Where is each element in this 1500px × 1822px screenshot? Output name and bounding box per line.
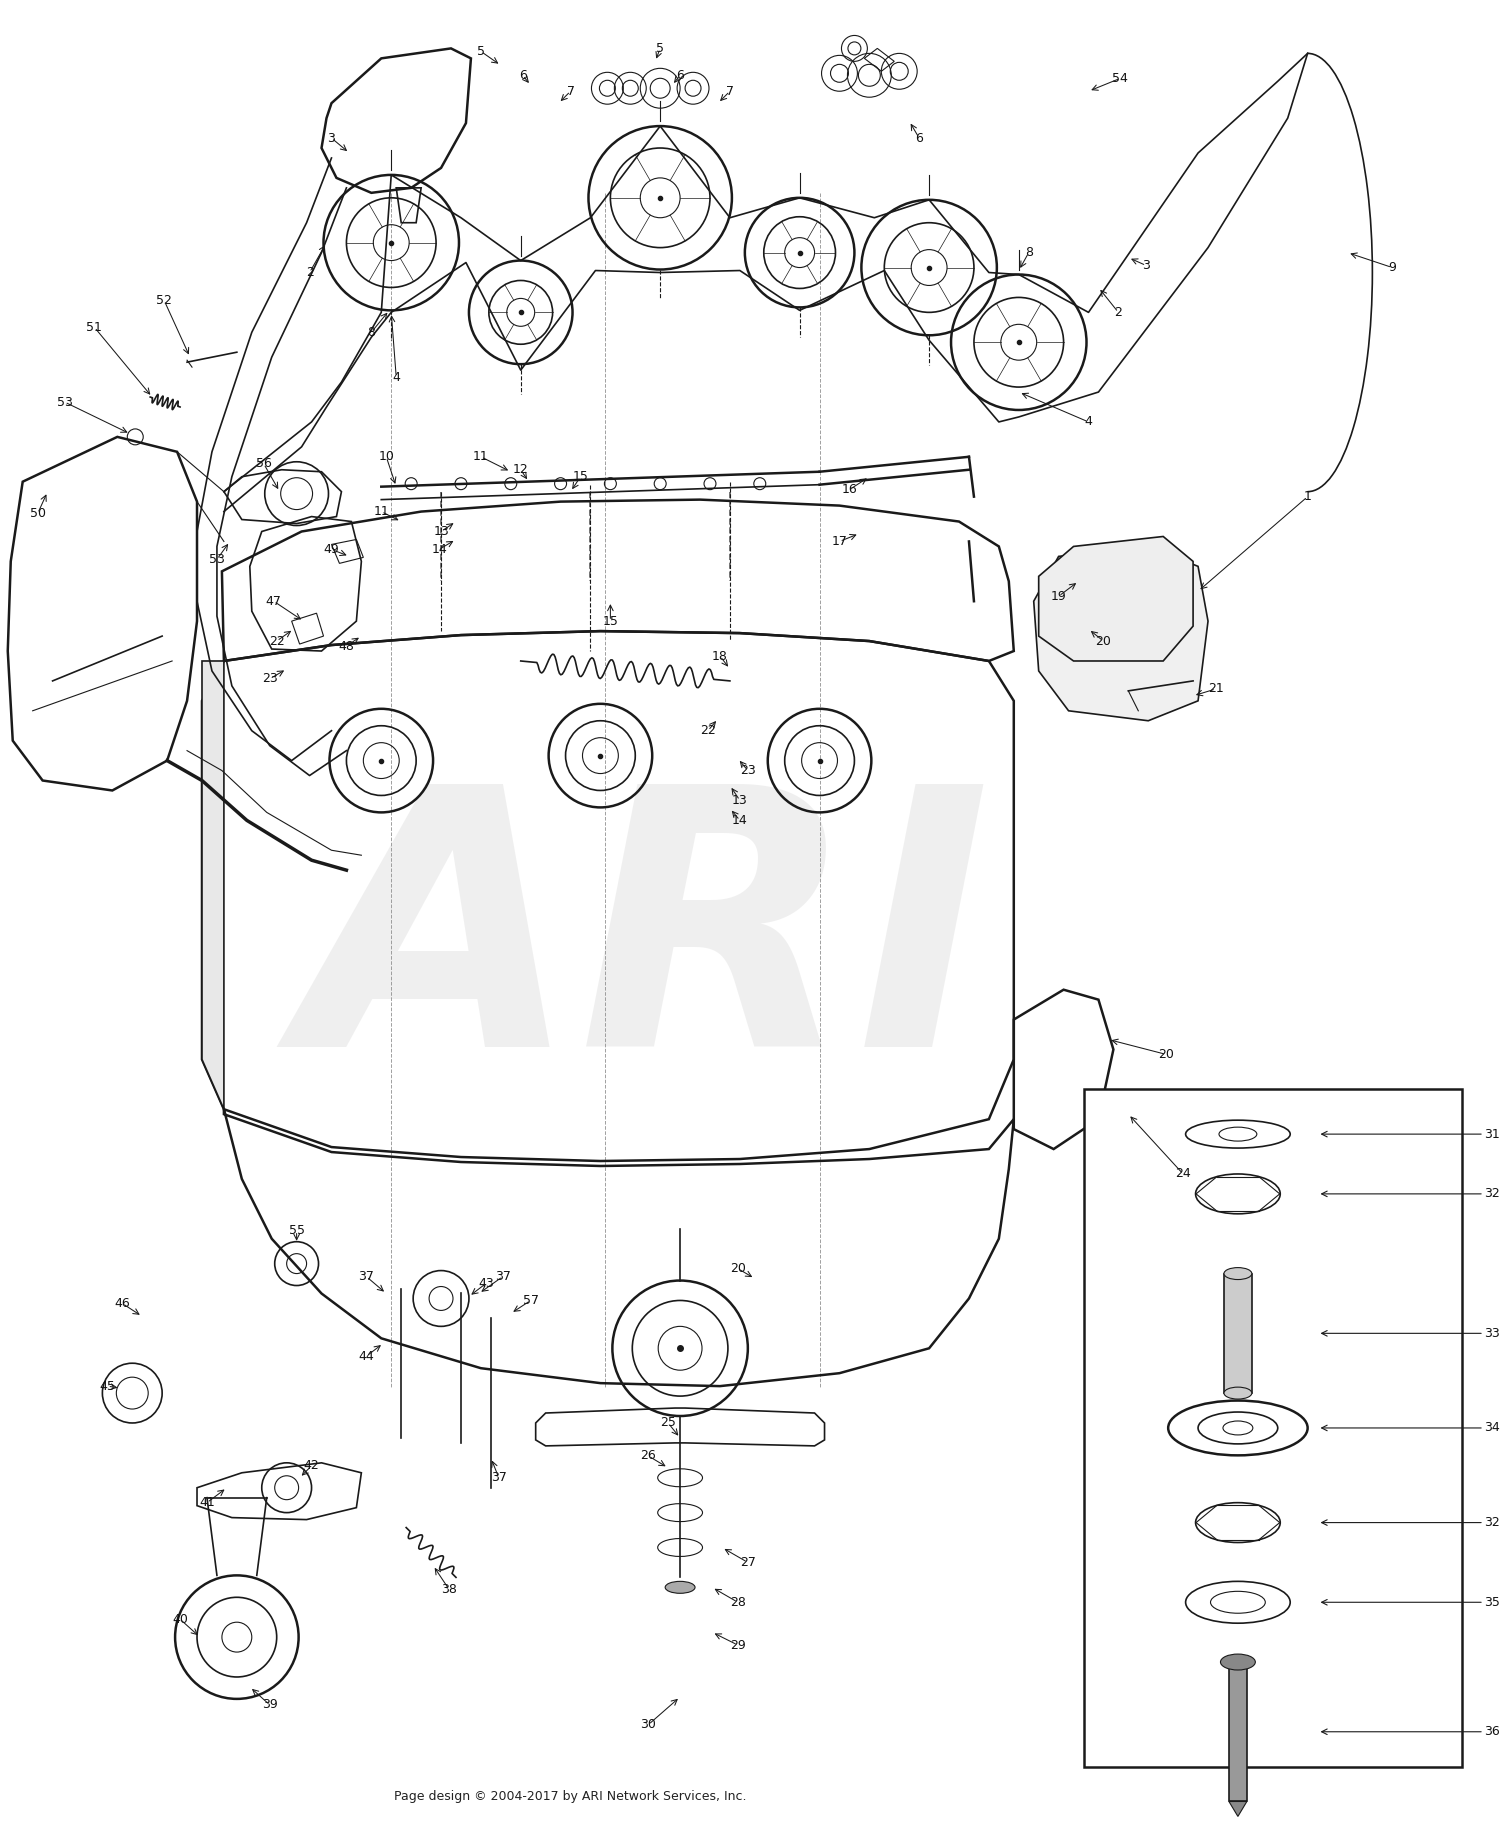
Text: 20: 20 <box>730 1263 746 1275</box>
Text: 20: 20 <box>1095 634 1112 647</box>
Text: 6: 6 <box>676 69 684 82</box>
Text: 31: 31 <box>1484 1128 1500 1141</box>
Text: 11: 11 <box>374 505 388 517</box>
Text: 42: 42 <box>303 1459 320 1472</box>
Text: 15: 15 <box>603 614 618 627</box>
Text: 53: 53 <box>57 395 72 408</box>
Ellipse shape <box>1221 1654 1256 1671</box>
Text: 21: 21 <box>1208 683 1224 696</box>
Text: 14: 14 <box>430 543 447 556</box>
Text: 13: 13 <box>732 794 747 807</box>
Text: 41: 41 <box>200 1496 214 1509</box>
Polygon shape <box>1034 547 1208 722</box>
Text: 2: 2 <box>1114 306 1122 319</box>
Text: 46: 46 <box>114 1297 130 1310</box>
Text: 32: 32 <box>1484 1516 1500 1529</box>
Text: Page design © 2004-2017 by ARI Network Services, Inc.: Page design © 2004-2017 by ARI Network S… <box>394 1789 747 1804</box>
Text: 12: 12 <box>513 463 528 476</box>
Text: 11: 11 <box>472 450 489 463</box>
Text: 2: 2 <box>306 266 314 279</box>
Text: 49: 49 <box>324 543 339 556</box>
Text: 26: 26 <box>640 1448 656 1463</box>
Text: ARI: ARI <box>298 773 992 1122</box>
Text: 48: 48 <box>339 640 354 652</box>
Text: 15: 15 <box>573 470 588 483</box>
Text: 29: 29 <box>730 1638 746 1651</box>
Text: 18: 18 <box>712 649 728 663</box>
Ellipse shape <box>664 1581 694 1592</box>
Text: 5: 5 <box>477 46 484 58</box>
Text: 55: 55 <box>288 1224 304 1237</box>
Text: 16: 16 <box>842 483 858 496</box>
Text: 20: 20 <box>1158 1048 1174 1060</box>
Text: 34: 34 <box>1484 1421 1500 1434</box>
Text: 5: 5 <box>656 42 664 55</box>
Text: 47: 47 <box>266 594 282 609</box>
Text: 51: 51 <box>87 321 102 333</box>
Text: 43: 43 <box>478 1277 494 1290</box>
Text: 9: 9 <box>1389 261 1396 273</box>
Text: 7: 7 <box>726 86 734 98</box>
Text: 37: 37 <box>495 1270 510 1283</box>
Text: 3: 3 <box>1143 259 1150 271</box>
Text: 23: 23 <box>262 672 278 685</box>
Text: 52: 52 <box>156 293 172 306</box>
Text: 38: 38 <box>441 1583 458 1596</box>
Text: 4: 4 <box>1084 415 1092 428</box>
Text: 54: 54 <box>1113 71 1128 86</box>
Text: 40: 40 <box>172 1612 188 1625</box>
Text: 1: 1 <box>1304 490 1311 503</box>
Text: 30: 30 <box>640 1718 656 1731</box>
Text: 19: 19 <box>1050 590 1066 603</box>
Bar <box>1224 1274 1252 1394</box>
Text: 28: 28 <box>730 1596 746 1609</box>
Text: 10: 10 <box>378 450 394 463</box>
Text: 14: 14 <box>732 814 747 827</box>
Text: 39: 39 <box>262 1698 278 1711</box>
Text: 24: 24 <box>1174 1168 1191 1181</box>
Text: 7: 7 <box>567 86 574 98</box>
Text: 25: 25 <box>660 1416 676 1430</box>
Text: 8: 8 <box>1024 246 1032 259</box>
Text: 27: 27 <box>740 1556 756 1569</box>
Polygon shape <box>1228 1802 1246 1817</box>
Text: 3: 3 <box>327 131 336 144</box>
Text: 35: 35 <box>1484 1596 1500 1609</box>
Text: 8: 8 <box>368 326 375 339</box>
Bar <box>1228 1662 1246 1802</box>
Polygon shape <box>202 661 223 1110</box>
Text: 17: 17 <box>831 536 848 548</box>
Text: 36: 36 <box>1484 1725 1500 1738</box>
Text: 37: 37 <box>490 1470 507 1485</box>
Ellipse shape <box>1224 1268 1252 1279</box>
Text: 33: 33 <box>1484 1326 1500 1339</box>
Text: 6: 6 <box>519 69 526 82</box>
Text: 53: 53 <box>209 552 225 567</box>
Bar <box>1083 1090 1462 1767</box>
Text: 23: 23 <box>740 763 756 776</box>
Text: 44: 44 <box>358 1350 374 1363</box>
Text: 4: 4 <box>393 370 400 384</box>
Polygon shape <box>1038 536 1193 661</box>
Text: 22: 22 <box>700 723 715 738</box>
Text: 50: 50 <box>30 507 45 519</box>
Text: 6: 6 <box>915 131 922 144</box>
Text: 45: 45 <box>99 1379 116 1392</box>
Text: 37: 37 <box>358 1270 375 1283</box>
Text: 32: 32 <box>1484 1188 1500 1201</box>
Text: 22: 22 <box>268 634 285 647</box>
Text: 13: 13 <box>433 525 448 537</box>
Text: 57: 57 <box>522 1294 538 1306</box>
Text: 56: 56 <box>256 457 272 470</box>
Ellipse shape <box>1224 1387 1252 1399</box>
